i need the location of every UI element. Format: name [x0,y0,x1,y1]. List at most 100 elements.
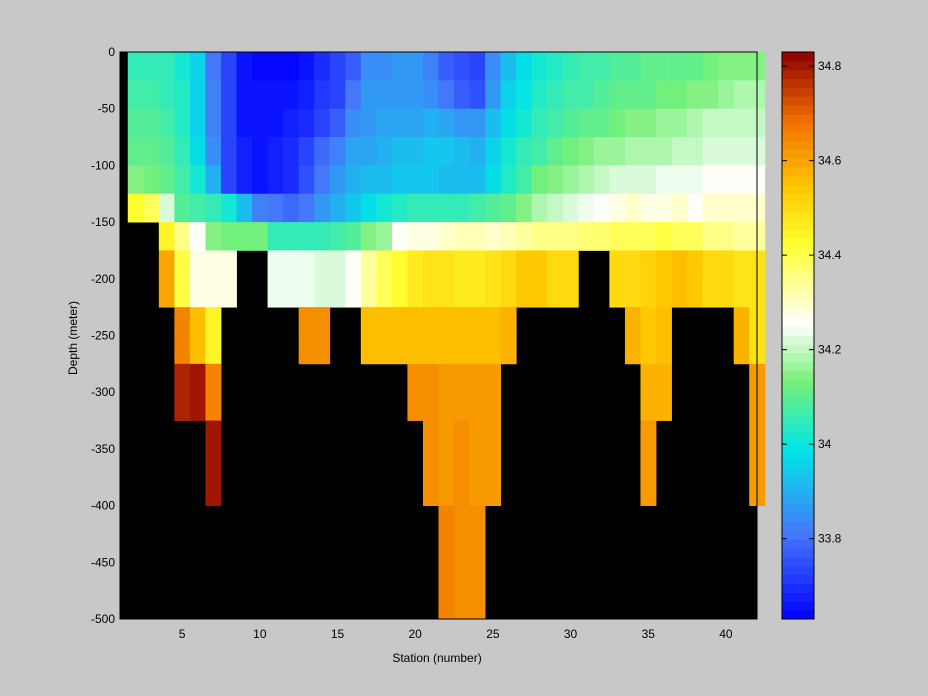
heatmap-cell [671,137,688,166]
heatmap-cell [236,222,253,251]
heatmap-cell [485,420,502,450]
heatmap-cell [158,222,175,251]
heatmap-cell [640,307,657,336]
heatmap-cell [174,363,191,393]
colorbar-swatch [782,255,814,266]
colorbar-swatch [782,282,814,292]
heatmap-cell [407,137,424,166]
heatmap-cell [469,335,486,365]
heatmap-cell [298,193,315,223]
colorbar-swatch [782,556,814,567]
heatmap-cell [687,250,704,280]
heatmap-cell [656,80,672,110]
heatmap-cell [205,477,222,506]
heatmap-cell [469,307,486,336]
heatmap-cell [220,80,237,110]
heatmap-cell [454,307,470,336]
heatmap-cell [329,137,346,166]
x-tick-label: 40 [719,627,733,641]
heatmap-cell [687,222,704,251]
heatmap-cell [656,250,672,280]
heatmap-cell [345,165,362,195]
heatmap-cell [640,165,657,195]
heatmap-cell [624,137,641,166]
y-tick-label: -450 [91,555,115,569]
heatmap-cell [593,165,610,195]
heatmap-cell [422,250,439,280]
y-tick-label: -150 [91,215,115,229]
heatmap-cell [236,108,253,138]
heatmap-cell [578,165,595,195]
heatmap-cell [578,137,595,166]
heatmap-cell [314,278,331,308]
heatmap-cell [220,278,237,308]
heatmap-cell [469,137,486,166]
heatmap-cell [609,108,626,138]
heatmap-cell [189,108,206,138]
heatmap-cell [671,165,688,195]
colorbar-tick-label: 34.2 [818,343,842,357]
plot-area [119,51,766,620]
colorbar-tick-label: 34.8 [818,59,842,73]
colorbar-swatch [782,530,814,540]
heatmap-cell [174,222,191,251]
heatmap-cell [376,250,393,280]
heatmap-cell [702,137,719,166]
heatmap-cell [314,193,331,223]
x-tick-label: 15 [331,627,345,641]
heatmap-cell [671,222,688,251]
colorbar-swatch [782,592,814,602]
heatmap-cell [516,52,533,81]
heatmap-cell [376,137,393,166]
heatmap-cell [174,250,191,280]
heatmap-cell [376,307,393,336]
heatmap-cell [143,193,160,223]
heatmap-cell [127,193,144,223]
heatmap-cell [158,108,175,138]
heatmap-cell [516,137,533,166]
heatmap-cell [562,80,579,110]
heatmap-cell [267,52,284,81]
heatmap-cell [174,108,191,138]
heatmap-cell [454,392,470,421]
heatmap-cell [656,392,672,421]
heatmap-cell [640,137,657,166]
colorbar-swatches [782,52,814,620]
heatmap-cell [733,222,750,251]
heatmap-cell [485,80,502,110]
heatmap-cell [174,165,191,195]
heatmap-cell [733,335,750,365]
heatmap-cell [593,222,610,251]
heatmap-cell [158,80,175,110]
heatmap-cell [189,392,206,421]
heatmap-cell [376,193,393,223]
heatmap-cell [516,108,533,138]
heatmap-cell [283,165,300,195]
heatmap-cell [454,80,470,110]
heatmap-cell [656,363,672,393]
heatmap-cell [562,193,579,223]
heatmap-cell [500,137,517,166]
heatmap-cell [174,335,191,365]
heatmap-cell [531,193,548,223]
colorbar-swatch [782,264,814,274]
heatmap-cell [454,363,470,393]
heatmap-cell [438,250,455,280]
heatmap-cell [702,80,719,110]
heatmap-cell [391,307,408,336]
heatmap-cell [562,52,579,81]
heatmap-cell [407,80,424,110]
heatmap-cell [454,52,470,81]
x-tick-label: 10 [253,627,267,641]
heatmap-cell [485,108,502,138]
heatmap-cell [516,222,533,251]
heatmap-cell [656,335,672,365]
heatmap-cell [158,165,175,195]
heatmap-cell [407,250,424,280]
heatmap-cell [376,80,393,110]
heatmap-cell [640,250,657,280]
x-tick-label: 20 [409,627,423,641]
heatmap-cell [624,222,641,251]
heatmap-cell [174,392,191,421]
heatmap-cell [283,193,300,223]
